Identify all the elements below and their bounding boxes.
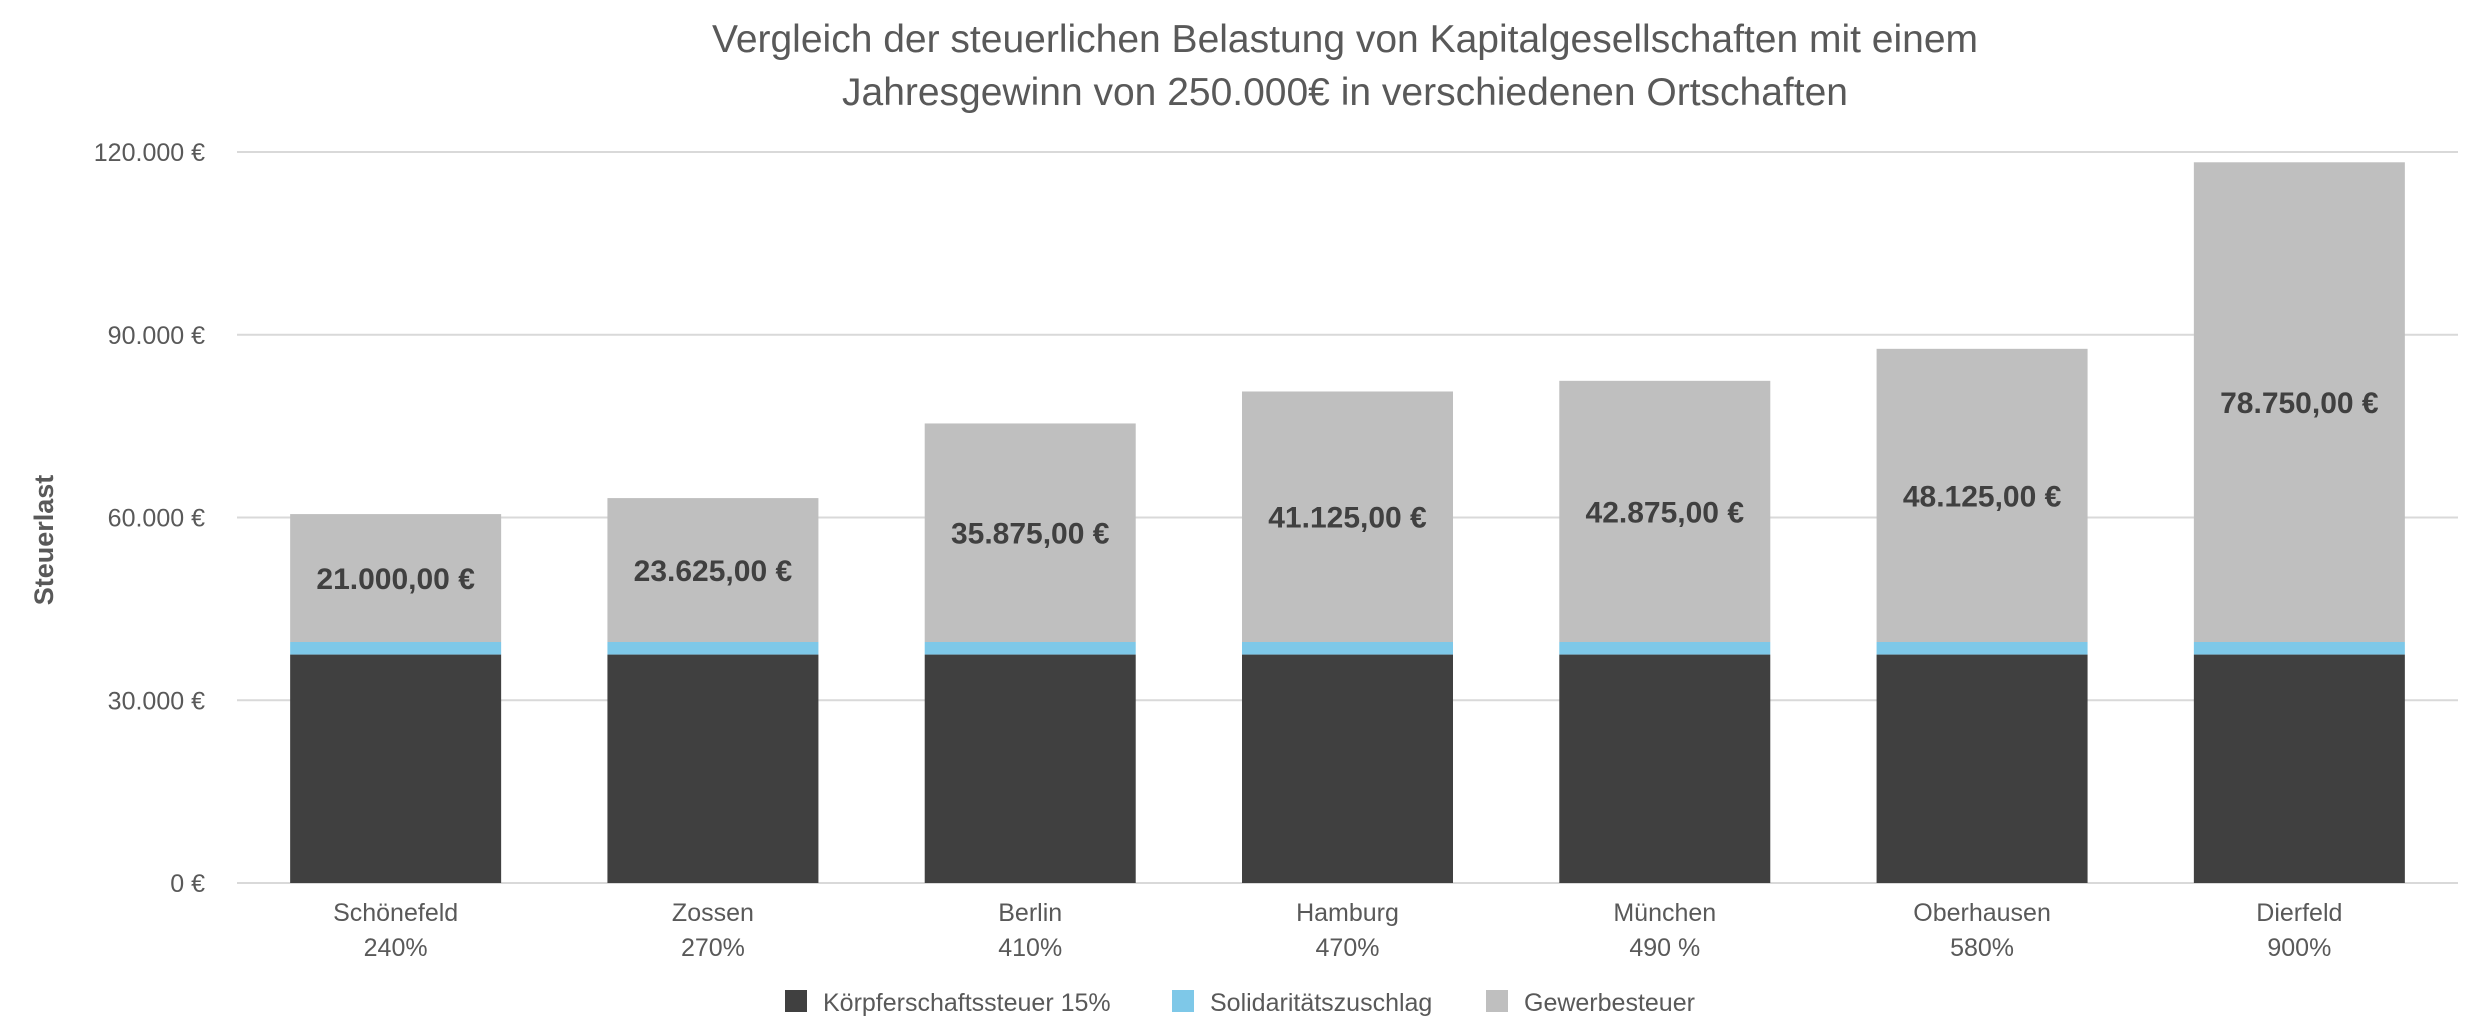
y-axis-ticks: 0 € 30.000 € 60.000 € 90.000 € 120.000 € <box>94 139 205 898</box>
x-label-name-6: Dierfeld <box>2256 899 2342 927</box>
bar-5-series-1 <box>1876 641 2088 655</box>
bar-2-series-0 <box>924 654 1136 883</box>
chart-title-line-2: Jahresgewinn von 250.000€ in verschieden… <box>842 71 1848 114</box>
bar-4-series-2 <box>1559 380 1771 642</box>
bar-1-series-2 <box>607 498 819 642</box>
data-label-1: 23.625,00 € <box>634 555 793 588</box>
x-label-name-1: Zossen <box>672 899 754 927</box>
legend-swatch-1 <box>1172 990 1194 1012</box>
data-label-4: 42.875,00 € <box>1586 496 1745 529</box>
data-label-5: 48.125,00 € <box>1903 480 2062 513</box>
y-tick-label-4: 120.000 € <box>94 139 205 167</box>
x-label-rate-2: 410% <box>998 934 1062 962</box>
x-label-rate-3: 470% <box>1316 934 1380 962</box>
x-label-name-2: Berlin <box>998 899 1062 927</box>
bar-2-series-1 <box>924 641 1136 655</box>
bar-0-series-1 <box>290 641 502 655</box>
x-label-name-3: Hamburg <box>1296 899 1399 927</box>
y-tick-label-1: 30.000 € <box>108 687 205 715</box>
x-label-name-5: Oberhausen <box>1913 899 2051 927</box>
x-label-rate-5: 580% <box>1950 934 2014 962</box>
legend-swatch-0 <box>785 990 807 1012</box>
bars: 21.000,00 € 23.625,00 € 35.875,00 € 41.125,… <box>290 162 2405 883</box>
bar-6-series-0 <box>2193 654 2405 883</box>
legend-swatch-2 <box>1486 990 1508 1012</box>
bar-6-series-1 <box>2193 641 2405 655</box>
bar-4-series-1 <box>1559 641 1771 655</box>
bar-1-series-0 <box>607 654 819 883</box>
y-tick-label-3: 90.000 € <box>108 322 205 350</box>
x-label-name-0: Schönefeld <box>333 899 458 927</box>
bar-0-series-0 <box>290 654 502 883</box>
chart-title-line-1: Vergleich der steuerlichen Belastung von… <box>712 18 1978 61</box>
bar-5-series-0 <box>1876 654 2088 883</box>
bar-3-series-1 <box>1242 641 1453 655</box>
legend-label-2: Gewerbesteuer <box>1524 989 1695 1017</box>
bar-0-series-2 <box>290 514 502 642</box>
x-label-rate-0: 240% <box>364 934 428 962</box>
bar-4-series-0 <box>1559 654 1771 883</box>
data-label-2: 35.875,00 € <box>951 518 1110 551</box>
bar-2-series-2 <box>924 423 1136 642</box>
x-label-name-4: München <box>1613 899 1716 927</box>
x-axis-labels: Schönefeld 240% Zossen 270% Berlin 410% Hambur… <box>333 899 2342 962</box>
bar-3-series-2 <box>1242 391 1453 642</box>
bar-6-series-2 <box>2193 162 2405 642</box>
data-label-3: 41.125,00 € <box>1268 502 1427 535</box>
legend-label-0: Körpferschaftssteuer 15% <box>823 989 1111 1017</box>
bar-3-series-0 <box>1242 654 1453 883</box>
legend: Körpferschaftssteuer 15% Solidaritätszusc… <box>785 989 1695 1017</box>
y-axis-title: Steuerlast <box>29 475 59 606</box>
legend-label-1: Solidaritätszuschlag <box>1210 989 1432 1017</box>
x-label-rate-4: 490 % <box>1629 934 1700 962</box>
bar-1-series-1 <box>607 641 819 655</box>
x-label-rate-1: 270% <box>681 934 745 962</box>
x-label-rate-6: 900% <box>2267 934 2331 962</box>
data-label-6: 78.750,00 € <box>2220 387 2379 420</box>
bar-5-series-2 <box>1876 348 2088 642</box>
y-tick-label-2: 60.000 € <box>108 505 205 533</box>
y-tick-label-0: 0 € <box>170 870 205 898</box>
data-label-0: 21.000,00 € <box>316 563 475 596</box>
